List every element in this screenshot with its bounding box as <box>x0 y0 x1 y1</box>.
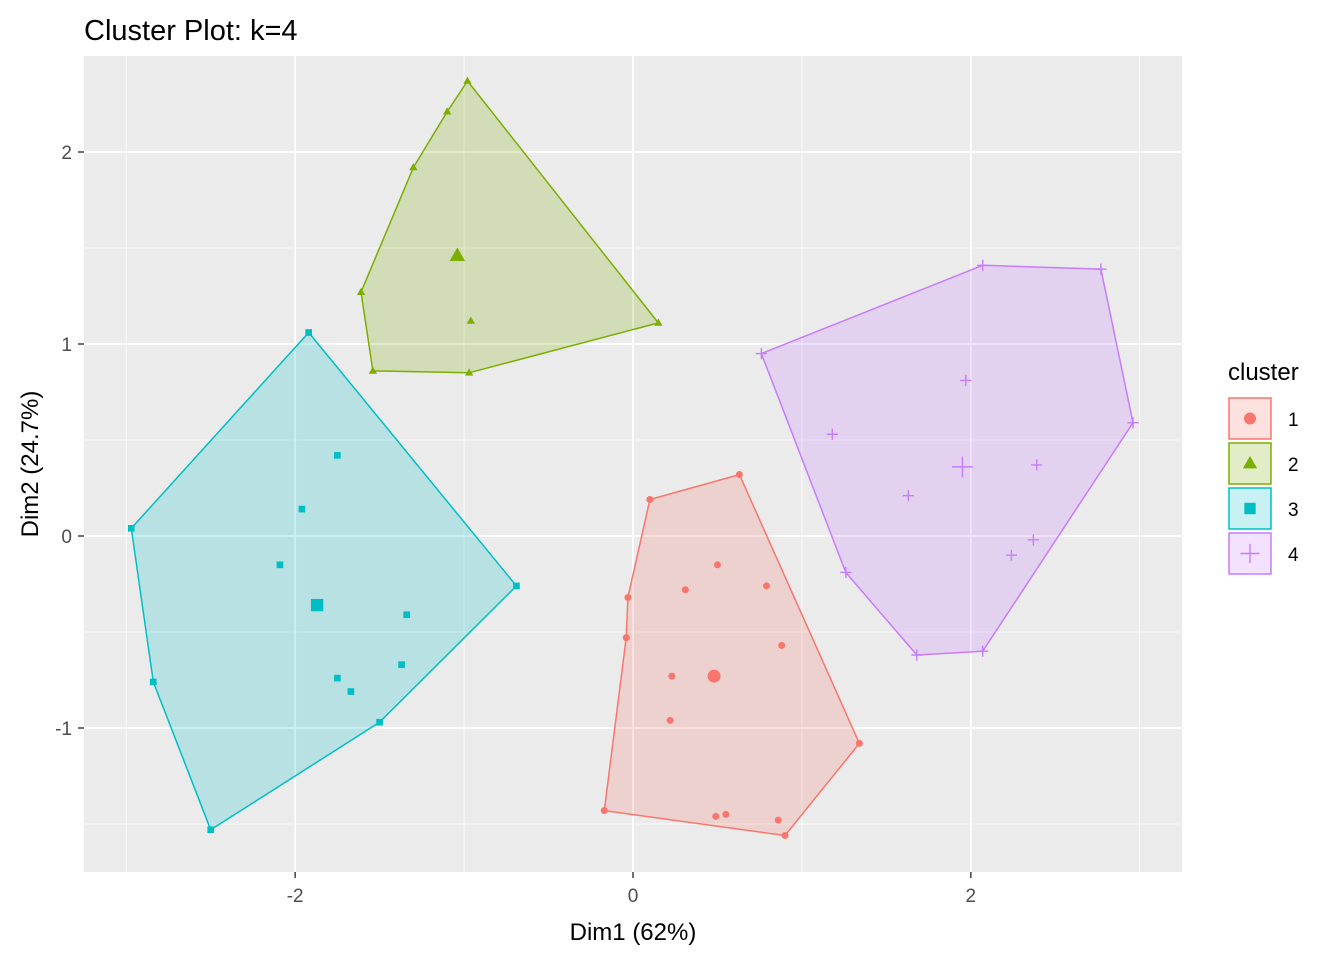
cluster-3-point <box>403 611 410 619</box>
cluster-1-hull <box>603 473 861 837</box>
cluster-4-point <box>902 490 914 502</box>
cluster-3-point <box>127 524 135 532</box>
cluster-3-center <box>310 598 324 612</box>
cluster-2-center <box>449 247 466 261</box>
cluster-4-point <box>1095 263 1107 275</box>
cluster-2-hull <box>360 80 660 374</box>
cluster-1-point <box>713 561 721 569</box>
cluster-4-point <box>840 566 852 579</box>
cluster-1-point <box>778 641 786 649</box>
cluster-3-point <box>376 718 383 726</box>
x-tick-label: -2 <box>287 886 304 907</box>
cluster-4-point <box>1027 534 1039 546</box>
y-axis: -1 0 1 2 <box>55 143 84 740</box>
x-axis: -2 0 2 <box>287 872 976 907</box>
y-tick-label: 0 <box>61 527 72 548</box>
cluster-1-point <box>722 810 730 818</box>
cluster-2-point <box>463 76 472 84</box>
cluster-4-point <box>911 649 923 661</box>
cluster-4-point <box>960 374 972 387</box>
cluster-centers <box>310 247 973 683</box>
cluster-1-point <box>855 739 863 747</box>
legend-marker-4 <box>1240 543 1260 564</box>
cluster-3-point <box>305 329 312 336</box>
legend-title: cluster <box>1228 359 1299 386</box>
cluster-3-point <box>334 452 341 459</box>
cluster-2-point <box>409 162 418 171</box>
legend-label-4: 4 <box>1288 545 1299 566</box>
cluster-3-point <box>398 661 405 668</box>
cluster-4-center <box>952 456 973 478</box>
cluster-4-point <box>755 348 767 360</box>
legend-label-3: 3 <box>1288 500 1299 521</box>
cluster-1-point <box>781 832 789 840</box>
cluster-4-point <box>826 428 838 440</box>
x-tick-label: 0 <box>628 886 639 907</box>
cluster-1-point <box>600 807 608 815</box>
cluster-4-point <box>977 645 989 657</box>
legend-marker-1 <box>1244 412 1256 425</box>
cluster-1-point <box>735 471 743 479</box>
cluster-1-point <box>762 582 770 590</box>
legend-marker-3 <box>1244 502 1256 515</box>
cluster-1-point <box>681 586 689 594</box>
grid-major <box>84 56 1182 872</box>
cluster-2-point <box>654 318 663 326</box>
legend-marker-2 <box>1242 456 1258 469</box>
cluster-3-point <box>513 582 520 590</box>
cluster-4-point <box>1005 549 1017 561</box>
cluster-3-point <box>347 688 355 695</box>
cluster-2-point <box>464 368 474 376</box>
y-tick-label: 1 <box>61 335 72 356</box>
cluster-1-point <box>774 816 782 824</box>
cluster-1-point <box>624 593 632 601</box>
cluster-4-point <box>977 259 989 271</box>
cluster-1-point <box>622 634 630 642</box>
cluster-2-point <box>466 316 475 324</box>
cluster-3-point <box>276 561 284 569</box>
y-axis-label: Dim2 (24.7%) <box>17 391 44 538</box>
cluster-4-point <box>1031 459 1043 471</box>
legend-label-1: 1 <box>1288 410 1299 431</box>
cluster-2-point <box>443 107 452 115</box>
y-tick-label: 2 <box>61 143 72 164</box>
legend-label-2: 2 <box>1288 455 1299 476</box>
cluster-1-center <box>707 669 721 683</box>
cluster-1-point <box>646 496 654 504</box>
cluster-points <box>127 76 1139 840</box>
cluster-2-point <box>368 366 378 374</box>
x-tick-label: 2 <box>966 886 977 907</box>
cluster-3-point <box>149 678 157 686</box>
cluster-3-point <box>334 674 341 682</box>
y-tick-label: -1 <box>55 719 72 740</box>
cluster-1-point <box>668 672 676 680</box>
cluster-4-hull <box>760 264 1134 656</box>
legend: cluster 1 2 3 4 <box>1228 359 1299 575</box>
cluster-4-point <box>1127 417 1139 429</box>
chart-title: Cluster Plot: k=4 <box>84 15 298 47</box>
cluster-hulls <box>130 80 1134 837</box>
cluster-3-point <box>298 505 306 513</box>
cluster-1-point <box>712 812 720 820</box>
cluster-3-point <box>207 826 215 834</box>
cluster-1-point <box>666 716 674 724</box>
cluster-2-point <box>356 287 366 296</box>
x-axis-label: Dim1 (62%) <box>570 919 697 946</box>
